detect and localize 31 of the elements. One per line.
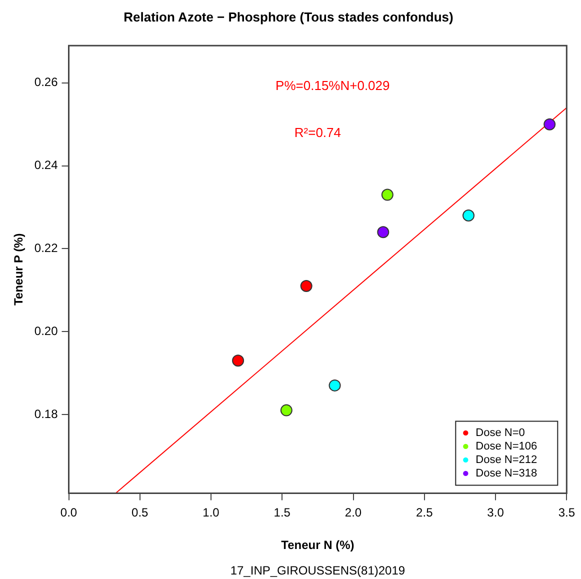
chart-title: Relation Azote − Phosphore (Tous stades confondus) (124, 9, 454, 24)
y-tick-label: 0.26 (34, 75, 58, 90)
legend-label: Dose N=318 (476, 467, 538, 480)
annotation: P%=0.15%N+0.029 (276, 78, 390, 94)
y-tick-label: 0.20 (34, 324, 58, 338)
x-tick-label: 3.0 (487, 506, 504, 520)
x-tick-label: 1.0 (202, 506, 220, 520)
annotation: R²=0.74 (294, 125, 342, 140)
legend-label: Dose N=106 (476, 440, 538, 452)
y-tick-label: 0.24 (34, 158, 58, 172)
point (544, 118, 556, 130)
legend-label: Dose N=0 (476, 426, 525, 439)
x-tick-label: 1.5 (274, 506, 291, 520)
x-tick-label: 3.5 (558, 506, 576, 520)
point (381, 188, 394, 201)
point (328, 379, 341, 392)
point (300, 280, 312, 292)
point (462, 210, 474, 222)
x-tick-label: 0.0 (60, 506, 78, 520)
point (280, 404, 292, 416)
x-tick-label: 0.5 (132, 506, 149, 520)
text: 17_INP_GIROUSSENS(81)2019 (230, 563, 406, 578)
x-axis-title: Teneur N (%) (281, 538, 354, 552)
x-tick-label: 2.5 (416, 506, 434, 520)
y-tick-label: 0.22 (34, 240, 58, 255)
legend-label: Dose N=212 (476, 454, 538, 466)
x-tick-label: 2.0 (344, 506, 362, 520)
y-axis-title: Teneur P (%) (12, 233, 26, 306)
point (377, 226, 390, 238)
y-tick-label: 0.18 (34, 406, 58, 421)
point (232, 354, 244, 367)
